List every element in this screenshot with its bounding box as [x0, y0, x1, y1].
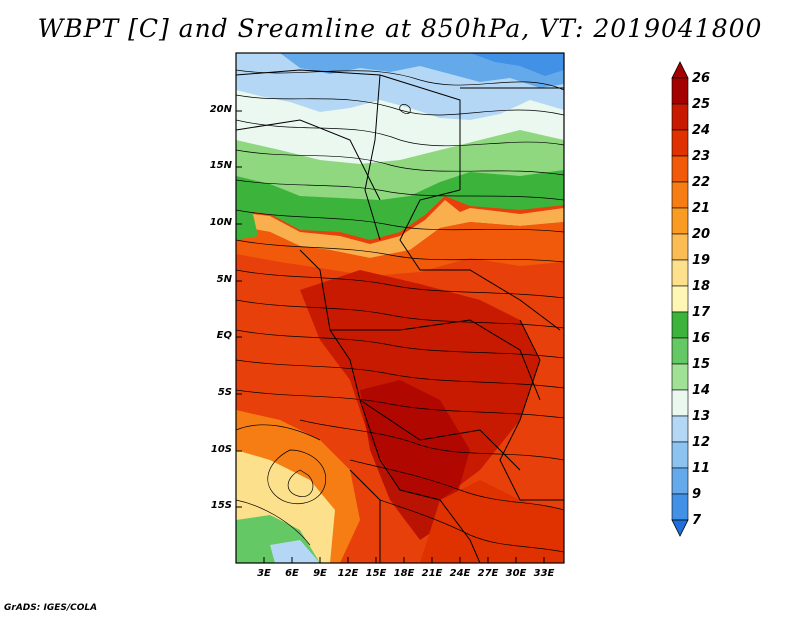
lat-label-10s: 10S — [210, 444, 232, 455]
colorbar-label: 23 — [692, 149, 711, 164]
lon-label-12e: 12E — [337, 568, 359, 579]
colorbar-top-arrow — [671, 61, 689, 79]
wbpt-west-green — [236, 205, 258, 240]
colorbar-swatch — [671, 181, 689, 209]
lon-label-30e: 30E — [505, 568, 527, 579]
lon-label-3e: 3E — [257, 568, 271, 579]
lon-label-18e: 18E — [393, 568, 415, 579]
colorbar-label: 15 — [692, 357, 711, 372]
colorbar-swatch — [671, 467, 689, 495]
grads-credit: GrADS: IGES/COLA — [4, 603, 98, 613]
wbpt-yellow-band — [236, 200, 564, 258]
lat-label-15n: 15N — [209, 160, 232, 171]
wbpt-blue — [280, 53, 564, 88]
colorbar-label: 9 — [692, 487, 702, 502]
colorbar-label: 14 — [692, 383, 711, 398]
lat-label-5s: 5S — [217, 387, 232, 398]
colorbar-bottom-arrow — [671, 519, 689, 537]
lat-label-20n: 20N — [209, 104, 232, 115]
colorbar-label: 21 — [692, 201, 711, 216]
lon-label-27e: 27E — [477, 568, 499, 579]
colorbar-swatch — [671, 285, 689, 313]
colorbar-label: 25 — [692, 97, 711, 112]
colorbar-swatch — [671, 493, 689, 521]
wbpt-se-orange — [420, 480, 564, 563]
lon-label-9e: 9E — [313, 568, 327, 579]
colorbar-label: 11 — [692, 461, 711, 476]
colorbar-swatch — [671, 415, 689, 443]
lat-label-15s: 15S — [210, 500, 232, 511]
lon-label-6e: 6E — [285, 568, 299, 579]
colorbar-swatch — [671, 389, 689, 417]
colorbar-label: 22 — [692, 175, 711, 190]
map-title: WBPT [C] and Sreamline at 850hPa, VT: 20… — [37, 14, 763, 43]
lat-label-eq: EQ — [216, 330, 232, 341]
lon-label-21e: 21E — [421, 568, 443, 579]
lon-label-33e: 33E — [533, 568, 555, 579]
colorbar-swatch — [671, 155, 689, 183]
wbpt-orange-band — [236, 222, 564, 276]
colorbar-swatch — [671, 233, 689, 261]
colorbar-label: 12 — [692, 435, 711, 450]
colorbar-label: 18 — [692, 279, 711, 294]
colorbar-swatch — [671, 129, 689, 157]
colorbar-swatch — [671, 103, 689, 131]
lat-label-10n: 10N — [209, 217, 232, 228]
lat-label-5n: 5N — [216, 274, 232, 285]
colorbar-swatch — [671, 77, 689, 105]
colorbar-swatch — [671, 363, 689, 391]
colorbar-label: 24 — [692, 123, 711, 138]
wbpt-blue-dark — [470, 53, 564, 76]
colorbar — [671, 61, 689, 537]
colorbar-swatch — [671, 207, 689, 235]
streamlines — [236, 69, 564, 553]
map-frame — [235, 52, 565, 564]
axis-ticks — [236, 110, 545, 563]
colorbar-swatch — [671, 259, 689, 287]
colorbar-swatch — [671, 337, 689, 365]
colorbar-label: 26 — [692, 71, 711, 86]
colorbar-label: 19 — [692, 253, 711, 268]
colorbar-label: 17 — [692, 305, 711, 320]
colorbar-swatch — [671, 441, 689, 469]
colorbar-label: 16 — [692, 331, 711, 346]
wbpt-hot-core — [300, 270, 540, 500]
lon-label-24e: 24E — [449, 568, 471, 579]
colorbar-label: 13 — [692, 409, 711, 424]
colorbar-label: 20 — [692, 227, 711, 242]
colorbar-label: 7 — [692, 513, 702, 528]
lon-label-15e: 15E — [365, 568, 387, 579]
colorbar-swatch — [671, 311, 689, 339]
wbpt-sw-blue — [270, 540, 320, 563]
